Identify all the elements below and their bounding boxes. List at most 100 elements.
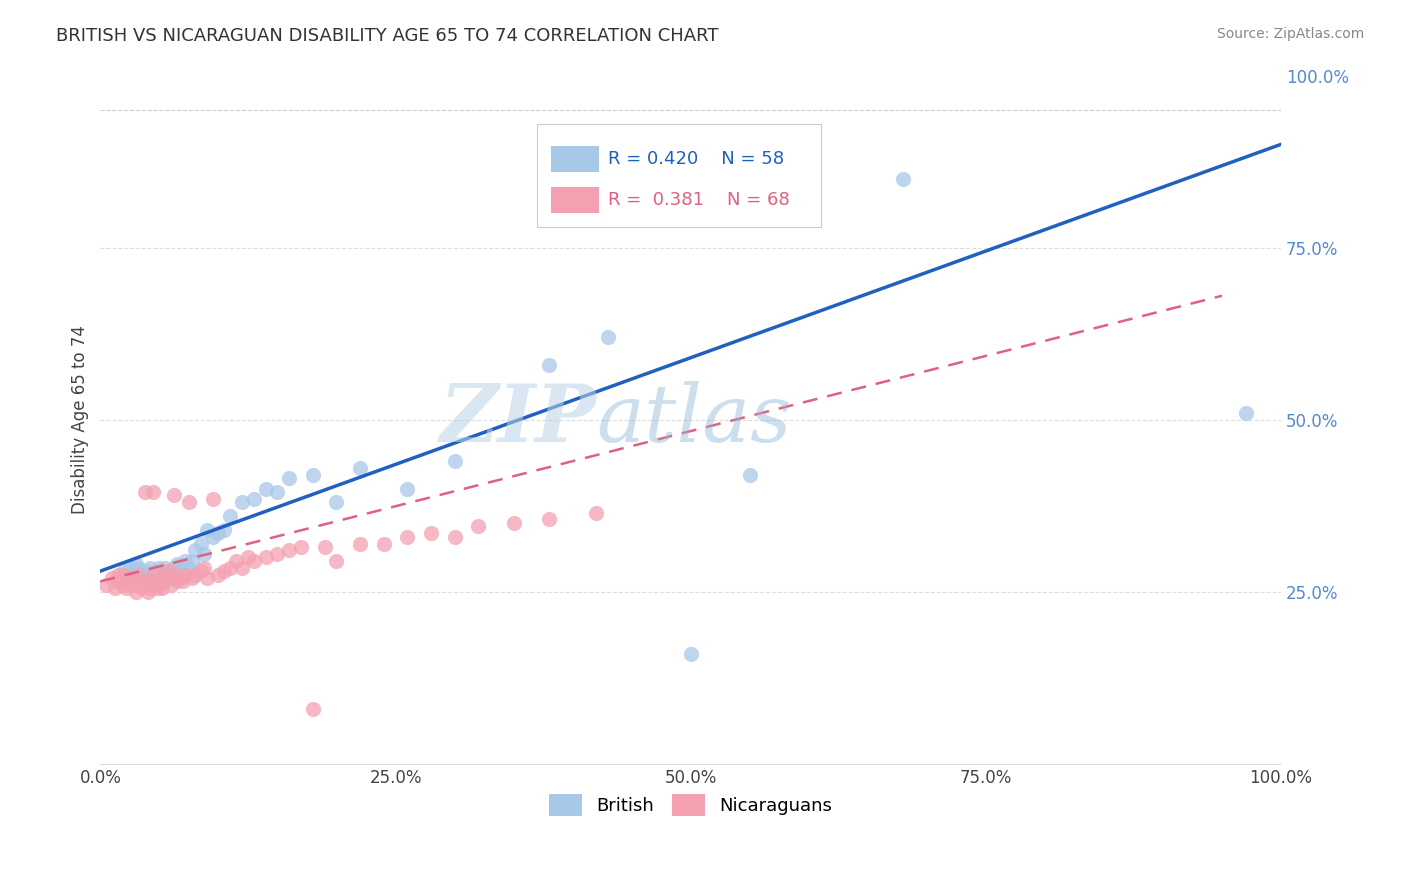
Point <box>125 578 148 592</box>
Point <box>254 482 277 496</box>
Point <box>107 574 129 589</box>
Point <box>181 554 204 568</box>
Point <box>122 571 145 585</box>
Point <box>134 564 156 578</box>
Point <box>139 571 162 585</box>
Point <box>136 584 159 599</box>
Point <box>160 578 183 592</box>
Point <box>122 574 145 589</box>
Point <box>169 564 191 578</box>
Point <box>190 536 212 550</box>
Point <box>142 567 165 582</box>
Point <box>125 564 148 578</box>
Point <box>236 550 259 565</box>
Point <box>136 574 159 589</box>
Point <box>155 564 177 578</box>
Point <box>115 582 138 596</box>
Point <box>231 560 253 574</box>
Point <box>231 495 253 509</box>
FancyBboxPatch shape <box>537 124 821 227</box>
Point <box>349 536 371 550</box>
Point <box>112 574 135 589</box>
Point <box>136 567 159 582</box>
Point <box>177 560 200 574</box>
Point <box>160 564 183 578</box>
Point <box>396 530 419 544</box>
Point <box>166 558 188 572</box>
Point <box>195 571 218 585</box>
Text: ZIP: ZIP <box>439 381 596 458</box>
Point <box>148 571 170 585</box>
Legend: British, Nicaraguans: British, Nicaraguans <box>543 787 839 823</box>
Point <box>112 564 135 578</box>
Point <box>127 560 149 574</box>
Point <box>125 584 148 599</box>
Point <box>128 567 150 582</box>
Point <box>184 567 207 582</box>
FancyBboxPatch shape <box>551 187 599 213</box>
Point <box>145 564 167 578</box>
Point <box>169 571 191 585</box>
Point <box>152 574 174 589</box>
Point <box>128 574 150 589</box>
Point <box>738 467 761 482</box>
Point <box>146 574 169 589</box>
Text: BRITISH VS NICARAGUAN DISABILITY AGE 65 TO 74 CORRELATION CHART: BRITISH VS NICARAGUAN DISABILITY AGE 65 … <box>56 27 718 45</box>
Point <box>467 519 489 533</box>
Point <box>118 560 141 574</box>
Point <box>96 578 118 592</box>
Text: R = 0.420    N = 58: R = 0.420 N = 58 <box>607 150 785 168</box>
Point <box>110 578 132 592</box>
Point <box>207 526 229 541</box>
Point <box>163 571 186 585</box>
Point <box>266 485 288 500</box>
Point <box>214 564 236 578</box>
Point <box>349 460 371 475</box>
Point <box>142 485 165 500</box>
FancyBboxPatch shape <box>551 145 599 172</box>
Point <box>118 578 141 592</box>
Point <box>302 467 325 482</box>
Point <box>142 567 165 582</box>
Point <box>127 567 149 582</box>
Point <box>150 567 173 582</box>
Text: R =  0.381    N = 68: R = 0.381 N = 68 <box>607 191 790 209</box>
Point <box>157 571 180 585</box>
Point <box>1234 406 1257 420</box>
Point <box>148 560 170 574</box>
Point <box>443 530 465 544</box>
Point <box>193 560 215 574</box>
Point <box>537 358 560 372</box>
Point <box>596 330 619 344</box>
Point <box>103 582 125 596</box>
Point <box>502 516 524 530</box>
Point <box>443 454 465 468</box>
Y-axis label: Disability Age 65 to 74: Disability Age 65 to 74 <box>72 326 89 514</box>
Point <box>146 582 169 596</box>
Text: Source: ZipAtlas.com: Source: ZipAtlas.com <box>1216 27 1364 41</box>
Point <box>201 491 224 506</box>
Point <box>177 495 200 509</box>
Point <box>139 574 162 589</box>
Point <box>125 574 148 589</box>
Point <box>207 567 229 582</box>
Point <box>396 482 419 496</box>
Point <box>537 512 560 526</box>
Point <box>278 543 301 558</box>
Point <box>118 567 141 582</box>
Point <box>302 702 325 716</box>
Point <box>174 554 197 568</box>
Point <box>148 578 170 592</box>
Point <box>225 554 247 568</box>
Point <box>195 523 218 537</box>
Point <box>152 574 174 589</box>
Point <box>172 560 194 574</box>
Point <box>891 171 914 186</box>
Point <box>278 471 301 485</box>
Point <box>243 491 266 506</box>
Point <box>181 571 204 585</box>
Point <box>142 578 165 592</box>
Point <box>101 571 124 585</box>
Point <box>174 567 197 582</box>
Point <box>254 550 277 565</box>
